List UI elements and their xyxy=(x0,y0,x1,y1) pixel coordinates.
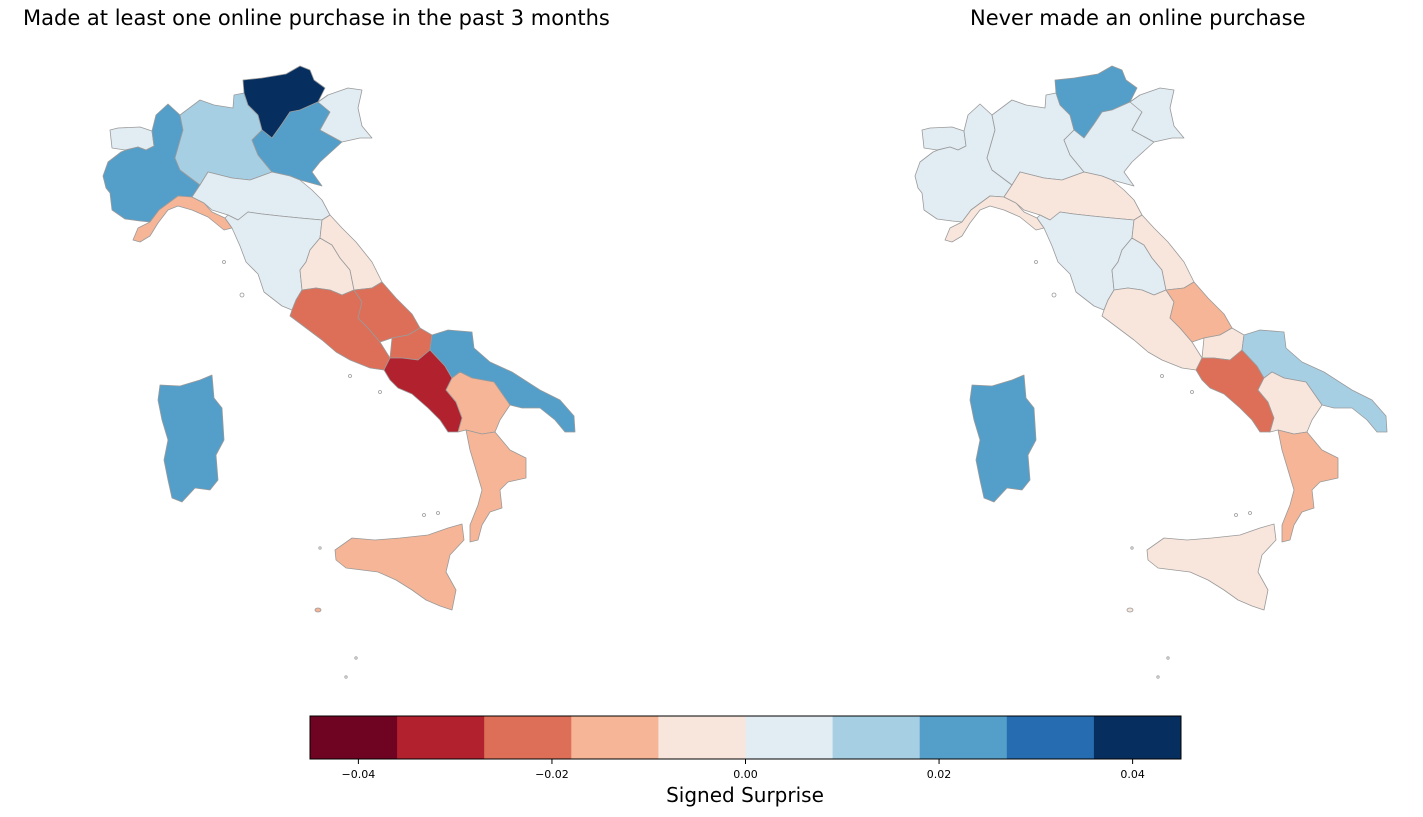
italy-regions-right xyxy=(914,65,1388,611)
panel-title-left: Made at least one online purchase in the… xyxy=(23,6,610,30)
region-sardegna xyxy=(969,374,1037,503)
region-calabria xyxy=(1277,429,1339,543)
region-calabria xyxy=(465,429,527,543)
colorbar-bin xyxy=(310,716,398,759)
region-friuli-venezia-giulia xyxy=(317,87,373,143)
colorbar-tick-label: −0.02 xyxy=(535,768,569,781)
colorbar-bin xyxy=(919,716,1008,759)
italy-regions-left xyxy=(102,65,576,611)
colorbar-bin xyxy=(1006,716,1095,759)
colorbar-bin xyxy=(658,716,746,759)
colorbar-bin xyxy=(745,716,834,759)
region-sardegna xyxy=(157,374,225,503)
region-sicilia xyxy=(334,523,465,611)
colorbar-tick-label: 0.04 xyxy=(1120,768,1145,781)
colorbar-ticks: −0.04 −0.02 0.00 0.02 0.04 xyxy=(342,759,1145,781)
colorbar-label: Signed Surprise xyxy=(666,783,824,807)
colorbar-tick-label: 0.00 xyxy=(733,768,758,781)
region-basilicata xyxy=(1257,371,1323,435)
colorbar-bins xyxy=(310,716,1182,759)
region-sicilia xyxy=(1146,523,1277,611)
islets-right xyxy=(1034,260,1252,679)
region-friuli-venezia-giulia xyxy=(1129,87,1185,143)
colorbar-bin xyxy=(832,716,921,759)
region-basilicata xyxy=(445,371,511,435)
colorbar-bin xyxy=(397,716,485,759)
panel-title-right: Never made an online purchase xyxy=(970,6,1306,30)
colorbar-bin xyxy=(571,716,659,759)
colorbar-tick-label: 0.02 xyxy=(927,768,952,781)
colorbar-bin xyxy=(484,716,572,759)
islets-left xyxy=(222,260,440,679)
colorbar-tick-label: −0.04 xyxy=(342,768,376,781)
colorbar-bin xyxy=(1093,716,1182,759)
